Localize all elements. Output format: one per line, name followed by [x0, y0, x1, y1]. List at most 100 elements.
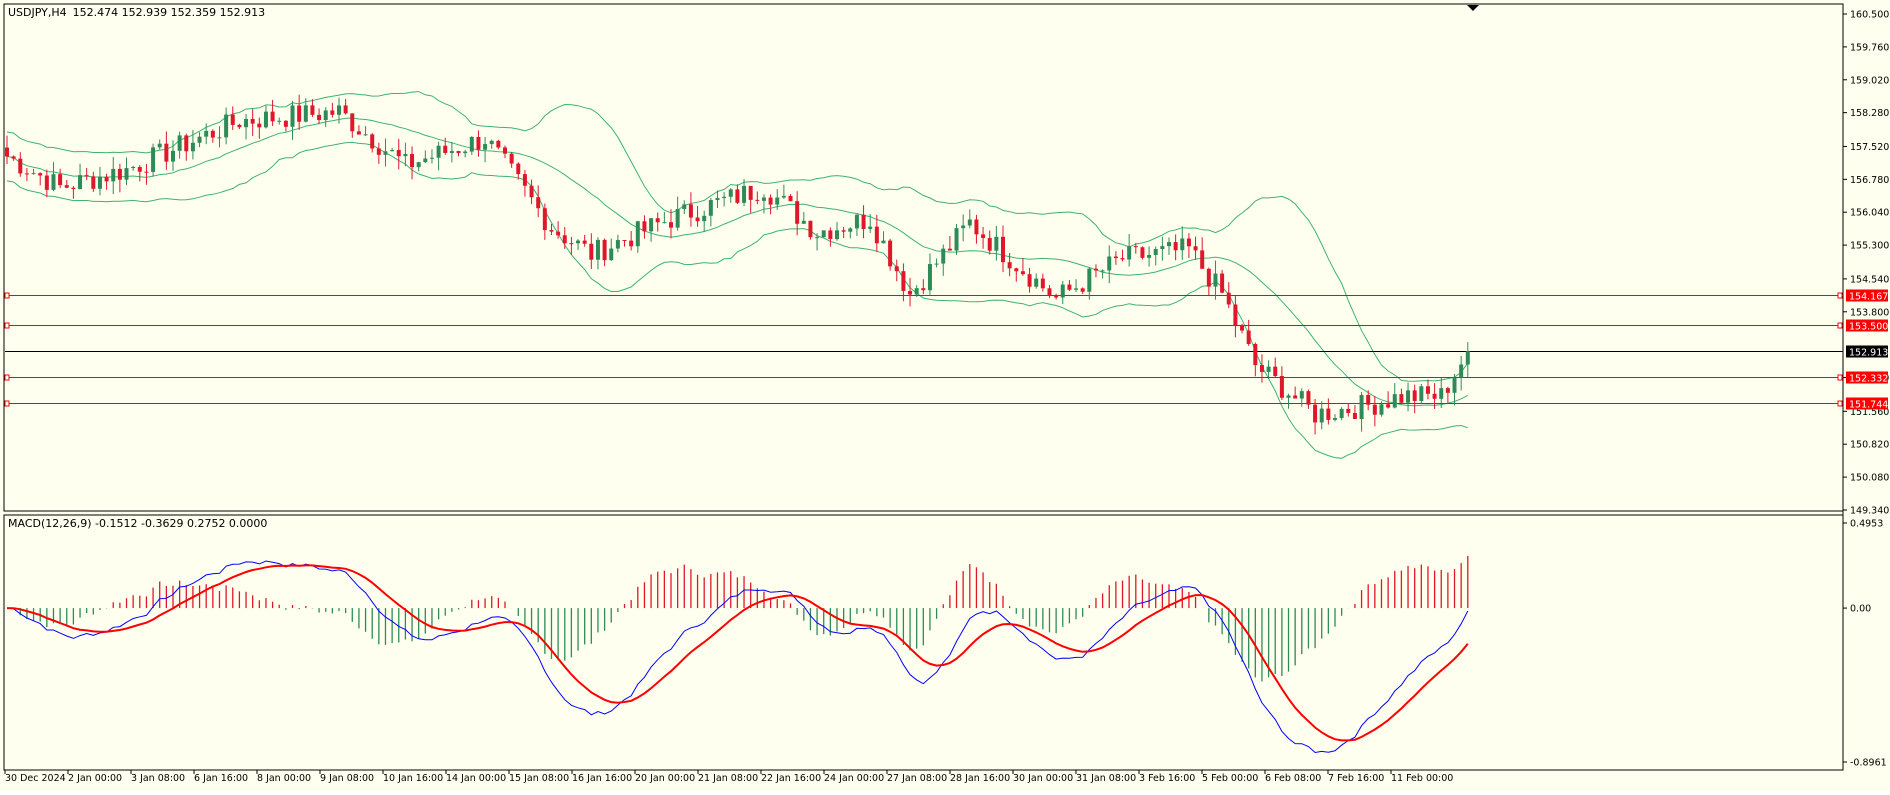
candle	[695, 205, 700, 227]
candle	[556, 221, 561, 239]
candle	[31, 168, 36, 175]
candle	[423, 150, 428, 164]
candle	[1001, 225, 1005, 273]
candle	[104, 173, 109, 190]
price-tick-0: 160.500	[1850, 10, 1889, 21]
candle	[1333, 414, 1337, 422]
level-anchor-right-3[interactable]	[1837, 400, 1843, 407]
band-lower	[6, 141, 1468, 459]
candle	[1233, 295, 1238, 338]
price-tick-9: 153.800	[1850, 307, 1889, 318]
candle	[1186, 233, 1191, 258]
candle	[1220, 270, 1225, 294]
level-anchor-right-1[interactable]	[1837, 322, 1843, 329]
candle	[496, 139, 501, 150]
candle	[297, 94, 302, 130]
candle	[516, 162, 521, 180]
level-anchor-2[interactable]	[4, 374, 10, 381]
candle	[1100, 269, 1105, 279]
candle	[768, 194, 773, 215]
candle	[310, 99, 315, 117]
candle	[210, 129, 215, 143]
level-label-bg-3	[1846, 397, 1888, 410]
level-anchor-3[interactable]	[4, 400, 10, 407]
candle	[941, 244, 946, 276]
chart-shift-marker-icon[interactable]	[1467, 5, 1479, 11]
candle	[217, 126, 222, 148]
candle	[1359, 391, 1364, 432]
candle	[1173, 234, 1178, 261]
candle	[921, 279, 926, 295]
candle	[808, 220, 813, 240]
candle	[277, 117, 282, 125]
candle	[78, 163, 83, 190]
candle	[669, 209, 673, 239]
candle	[602, 238, 607, 267]
candle	[848, 227, 853, 239]
candle	[1432, 383, 1437, 409]
time-tick-2: 3 Jan 08:00	[131, 773, 185, 784]
candle	[376, 142, 381, 164]
candle	[429, 149, 434, 164]
price-tick-3: 158.280	[1850, 108, 1889, 119]
candle	[5, 135, 9, 165]
level-label-2: 152.332	[1849, 374, 1888, 385]
price-tick-4: 157.520	[1850, 142, 1889, 153]
candle	[190, 129, 195, 160]
candle	[1113, 251, 1118, 265]
candle	[38, 172, 43, 186]
candle	[615, 234, 620, 253]
candle	[927, 253, 932, 295]
candle	[157, 139, 162, 150]
time-tick-0: 30 Dec 2024	[5, 773, 66, 784]
level-anchor-0[interactable]	[4, 292, 10, 299]
candle	[1193, 236, 1198, 260]
price-tick-8: 154.540	[1850, 274, 1889, 285]
candle	[1293, 386, 1298, 399]
time-tick-3: 6 Jan 16:00	[194, 773, 248, 784]
candle	[908, 278, 913, 307]
candle	[788, 194, 793, 202]
candle	[1339, 407, 1344, 421]
candle	[416, 161, 421, 172]
price-tick-5: 156.780	[1850, 175, 1889, 186]
price-tick-12: 150.820	[1850, 440, 1889, 451]
candle	[1153, 246, 1158, 266]
candle	[1180, 226, 1185, 260]
horizontal-levels[interactable]	[4, 292, 1843, 407]
candle	[1054, 293, 1059, 300]
candle	[237, 123, 242, 130]
current-price-label: 152.913	[1849, 348, 1888, 359]
candle	[317, 108, 322, 125]
candle	[974, 214, 979, 244]
time-tick-22: 11 Feb 00:00	[1391, 773, 1453, 784]
level-label-bg-2	[1846, 371, 1888, 384]
candle	[914, 285, 919, 297]
candle	[456, 150, 461, 157]
candle	[1074, 279, 1079, 293]
level-anchor-1[interactable]	[4, 322, 10, 329]
time-tick-10: 20 Jan 00:00	[635, 773, 695, 784]
candle	[1346, 403, 1351, 417]
candle	[722, 192, 727, 207]
candle	[1087, 267, 1092, 300]
level-anchor-right-0[interactable]	[1837, 292, 1843, 299]
candle	[1014, 267, 1019, 282]
candle	[370, 133, 375, 153]
candle	[1213, 260, 1218, 300]
candle	[981, 226, 986, 249]
level-labels: 154.167 153.500 152.332 151.744 152.913	[1846, 289, 1888, 411]
candle	[987, 230, 992, 255]
candle	[124, 157, 129, 186]
candle	[1060, 280, 1065, 304]
candle	[483, 137, 488, 163]
candle	[1372, 395, 1377, 427]
macd-signal-line	[6, 564, 1469, 742]
level-anchor-right-2[interactable]	[1837, 374, 1843, 381]
candle	[894, 259, 899, 282]
macd-tick-top: 0.4953	[1850, 519, 1883, 530]
candle	[934, 258, 939, 268]
candle	[888, 238, 893, 271]
